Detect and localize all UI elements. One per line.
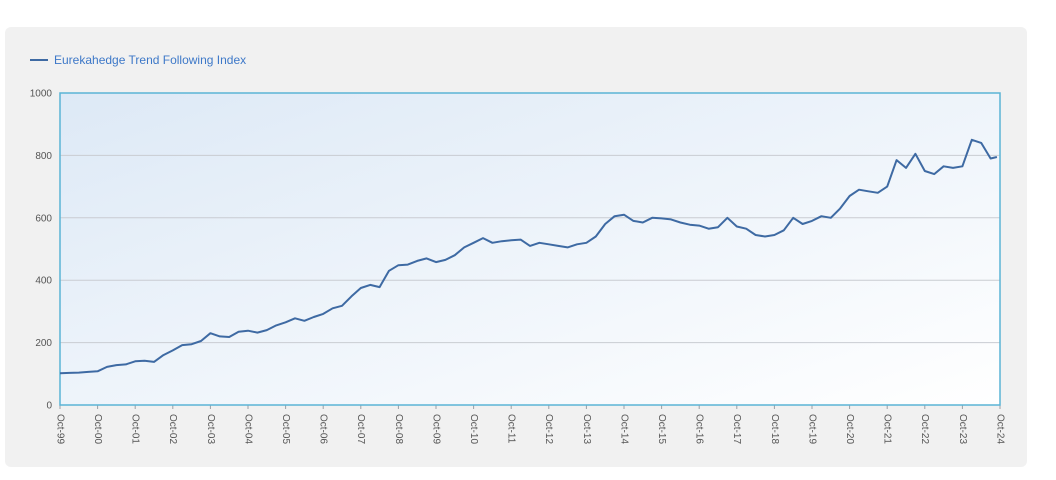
- plot-border: [59, 92, 1001, 406]
- y-tick-label: 1000: [30, 89, 53, 100]
- x-tick-label: Oct-13: [581, 414, 592, 444]
- y-tick-label: 200: [35, 338, 52, 349]
- x-tick-label: Oct-21: [882, 414, 893, 444]
- x-tick-label: Oct-02: [167, 414, 178, 444]
- y-tick-label: 600: [35, 213, 52, 224]
- legend-swatch-icon: [30, 59, 48, 61]
- y-tick-label: 400: [35, 276, 52, 287]
- x-tick-label: Oct-15: [656, 414, 667, 444]
- x-tick-label: Oct-01: [130, 414, 141, 444]
- legend[interactable]: Eurekahedge Trend Following Index: [30, 53, 246, 67]
- series-layer: [59, 138, 998, 375]
- x-axis: Oct-99 Oct-00 Oct-01 Oct-02 Oct-03 Oct-04 Oct-…: [54, 405, 1005, 444]
- x-tick-label: Oct-16: [694, 414, 705, 444]
- x-tick-label: Oct-23: [957, 414, 968, 444]
- y-tick-label: 800: [35, 151, 52, 162]
- grid-lines: [60, 154, 1000, 344]
- plot-area: [60, 93, 1000, 405]
- x-tick-label: Oct-06: [318, 414, 329, 444]
- x-tick-label: Oct-00: [92, 414, 103, 444]
- x-tick-label: Oct-08: [393, 414, 404, 444]
- x-tick-label: Oct-05: [280, 414, 291, 444]
- x-tick-label: Oct-17: [731, 414, 742, 444]
- x-tick-label: Oct-10: [468, 414, 479, 444]
- x-tick-label: Oct-07: [355, 414, 366, 444]
- x-tick-label: Oct-12: [543, 414, 554, 444]
- x-tick-label: Oct-03: [205, 414, 216, 444]
- x-tick-label: Oct-19: [806, 414, 817, 444]
- x-tick-label: Oct-14: [618, 414, 629, 444]
- x-tick-label: Oct-22: [919, 414, 930, 444]
- x-tick-label: Oct-99: [54, 414, 65, 444]
- x-tick-label: Oct-04: [242, 414, 253, 444]
- x-tick-label: Oct-24: [994, 414, 1005, 444]
- y-tick-label: 0: [46, 401, 52, 412]
- x-tick-label: Oct-11: [506, 414, 517, 444]
- x-tick-label: Oct-20: [844, 414, 855, 444]
- x-tick-label: Oct-18: [769, 414, 780, 444]
- y-axis: 0 200 400 600 800 1000: [30, 89, 53, 412]
- x-tick-label: Oct-09: [430, 414, 441, 444]
- legend-label: Eurekahedge Trend Following Index: [54, 53, 247, 67]
- series-line[interactable]: [59, 138, 998, 375]
